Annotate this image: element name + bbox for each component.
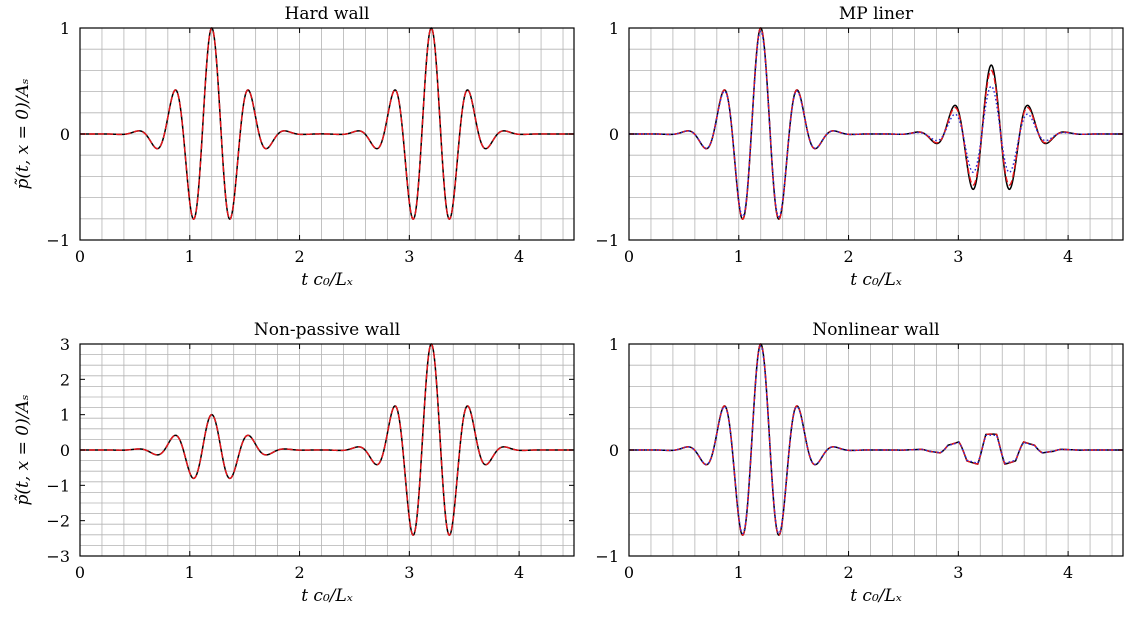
x-tick-label: 1: [734, 563, 744, 582]
y-tick-label: −1: [46, 476, 70, 495]
x-axis-label: t c₀/Lₓ: [301, 586, 353, 606]
x-tick-label: 0: [624, 563, 634, 582]
series-line-1: [80, 343, 574, 536]
y-tick-label: 3: [60, 335, 70, 354]
chart-panel-2: 0 1 2 3 4 −3 −2 −1 0 1 2 3 Non-passive wall t c₀/Lₓ p̃…: [13, 320, 575, 606]
y-tick-label: 0: [609, 441, 619, 460]
x-tick-label: 2: [294, 563, 304, 582]
x-tick-label: 0: [75, 247, 85, 266]
series-line-1: [80, 27, 574, 220]
x-tick-label: 0: [624, 247, 634, 266]
chart-panel-3: 0 1 2 3 4 −1 0 1 Nonlinear wall t c₀/Lₓ: [595, 320, 1124, 606]
y-tick-label: 1: [60, 19, 70, 38]
y-tick-label: 1: [609, 335, 619, 354]
series-line-1: [629, 343, 1123, 536]
x-tick-label: 3: [953, 247, 963, 266]
series-line-2: [629, 345, 1123, 535]
y-tick-label: 1: [60, 406, 70, 425]
y-tick-label: 0: [60, 125, 70, 144]
x-tick-label: 4: [514, 247, 524, 266]
x-tick-label: 3: [953, 563, 963, 582]
y-tick-label: 0: [60, 441, 70, 460]
x-tick-label: 0: [75, 563, 85, 582]
chart-title: Nonlinear wall: [812, 320, 939, 340]
series-line-0: [629, 343, 1123, 536]
series-line-2: [629, 30, 1123, 218]
y-tick-label: −1: [46, 231, 70, 250]
y-tick-label: 2: [60, 370, 70, 389]
x-tick-label: 2: [843, 247, 853, 266]
grid: [629, 28, 1123, 240]
x-tick-label: 4: [1063, 563, 1073, 582]
x-tick-label: 1: [185, 247, 195, 266]
chart-panel-0: 0 1 2 3 4 −1 0 1 Hard wall t c₀/Lₓ p̃(t, x = 0)/Aₛ: [13, 4, 575, 290]
chart-title: MP liner: [839, 4, 914, 24]
y-axis-label: p̃(t, x = 0)/Aₛ: [13, 394, 33, 505]
y-tick-label: −2: [46, 512, 70, 531]
x-tick-label: 1: [185, 563, 195, 582]
y-tick-label: 0: [609, 125, 619, 144]
y-tick-label: −1: [595, 547, 619, 566]
x-axis-label: t c₀/Lₓ: [850, 270, 902, 290]
chart-panel-1: 0 1 2 3 4 −1 0 1 MP liner t c₀/Lₓ: [595, 4, 1124, 290]
x-tick-label: 2: [843, 563, 853, 582]
x-tick-label: 3: [404, 563, 414, 582]
x-tick-label: 3: [404, 247, 414, 266]
series-line-0: [80, 27, 574, 220]
x-tick-label: 4: [1063, 247, 1073, 266]
y-axis-label: p̃(t, x = 0)/Aₛ: [13, 78, 33, 189]
x-tick-label: 1: [734, 247, 744, 266]
chart-title: Hard wall: [285, 4, 370, 24]
x-tick-label: 4: [514, 563, 524, 582]
chart-title: Non-passive wall: [254, 320, 400, 340]
y-tick-label: −3: [46, 547, 70, 566]
series-line-0: [629, 27, 1123, 220]
x-axis-label: t c₀/Lₓ: [301, 270, 353, 290]
y-tick-label: 1: [609, 19, 619, 38]
x-axis-label: t c₀/Lₓ: [850, 586, 902, 606]
series-line-1: [629, 27, 1123, 220]
y-tick-label: −1: [595, 231, 619, 250]
grid: [629, 344, 1123, 556]
x-tick-label: 2: [294, 247, 304, 266]
